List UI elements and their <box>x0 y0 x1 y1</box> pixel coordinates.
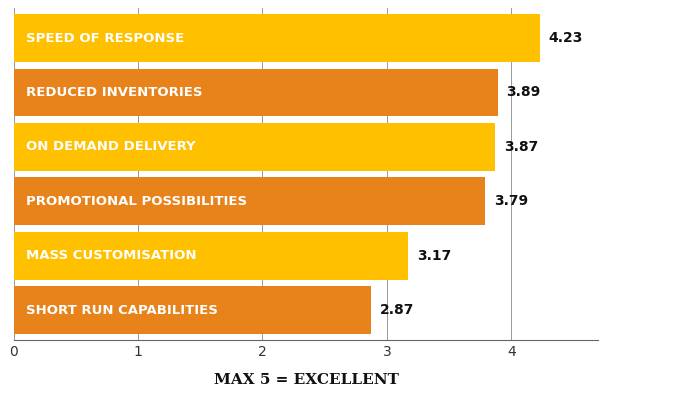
Text: 2.87: 2.87 <box>379 303 414 317</box>
Text: PROMOTIONAL POSSIBILITIES: PROMOTIONAL POSSIBILITIES <box>26 195 247 208</box>
Text: SPEED OF RESPONSE: SPEED OF RESPONSE <box>26 32 184 45</box>
Bar <box>14 177 485 225</box>
Bar <box>14 14 540 62</box>
Text: 3.17: 3.17 <box>417 249 451 263</box>
Text: 3.79: 3.79 <box>494 194 528 208</box>
Text: 3.89: 3.89 <box>507 85 541 100</box>
Text: 4.23: 4.23 <box>549 31 583 45</box>
Bar <box>14 286 371 334</box>
Text: SHORT RUN CAPABILITIES: SHORT RUN CAPABILITIES <box>26 304 218 317</box>
Bar <box>14 68 498 117</box>
Text: 3.87: 3.87 <box>504 140 538 154</box>
Bar <box>14 232 408 280</box>
Bar <box>14 123 495 171</box>
Text: ON DEMAND DELIVERY: ON DEMAND DELIVERY <box>26 141 196 153</box>
Text: REDUCED INVENTORIES: REDUCED INVENTORIES <box>26 86 203 99</box>
Text: MASS CUSTOMISATION: MASS CUSTOMISATION <box>26 249 197 262</box>
X-axis label: MAX 5 = EXCELLENT: MAX 5 = EXCELLENT <box>214 373 398 387</box>
